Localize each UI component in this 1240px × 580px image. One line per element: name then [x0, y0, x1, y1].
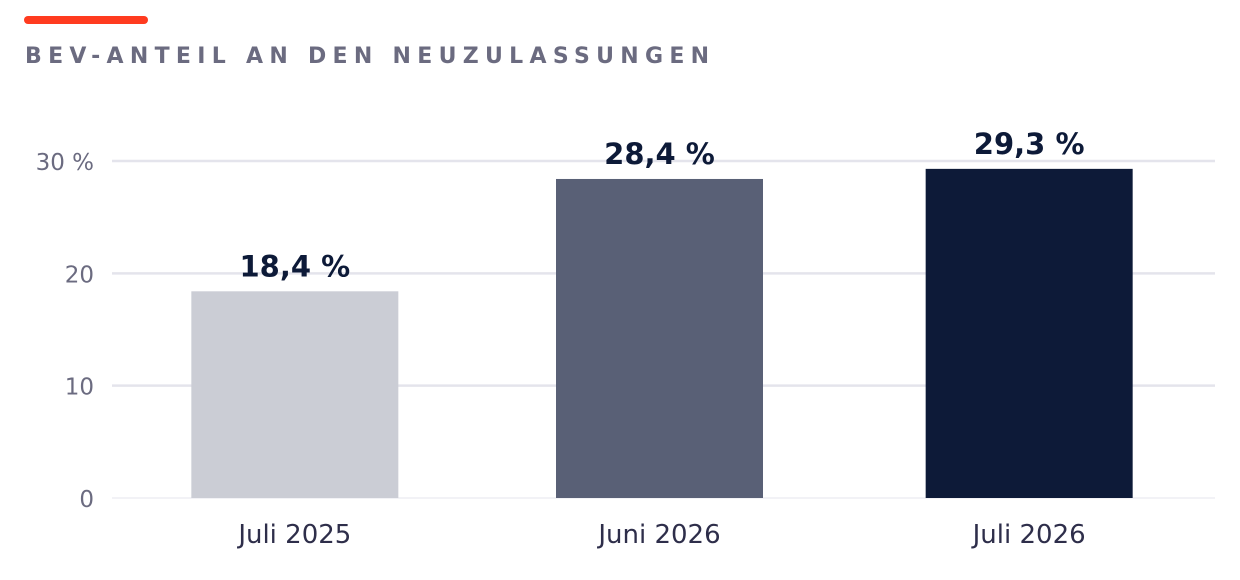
chart-title: BEV-ANTEIL AN DEN NEUZULASSUNGEN	[25, 44, 716, 69]
y-axis-ticks: 0 10 20 30 %	[36, 150, 94, 513]
data-label: 28,4 %	[604, 137, 715, 171]
x-category-label: Juni 2026	[596, 520, 720, 550]
y-tick-label: 10	[65, 375, 94, 401]
x-category-label: Juli 2025	[236, 520, 351, 550]
data-label: 18,4 %	[239, 249, 350, 283]
bar	[556, 178, 763, 498]
bar	[191, 291, 399, 498]
data-label: 29,3 %	[974, 127, 1085, 161]
accent-bar	[24, 16, 148, 24]
y-tick-label: 30 %	[36, 150, 94, 176]
x-axis-categories: Juli 2025 Juni 2026 Juli 2026	[236, 520, 1085, 550]
bar	[925, 168, 1133, 498]
y-tick-label: 20	[65, 262, 94, 288]
value-labels: 18,4 % 28,4 % 29,3 %	[239, 127, 1084, 283]
bars	[191, 168, 1133, 498]
y-tick-label: 0	[79, 487, 94, 513]
x-category-label: Juli 2026	[971, 520, 1086, 550]
